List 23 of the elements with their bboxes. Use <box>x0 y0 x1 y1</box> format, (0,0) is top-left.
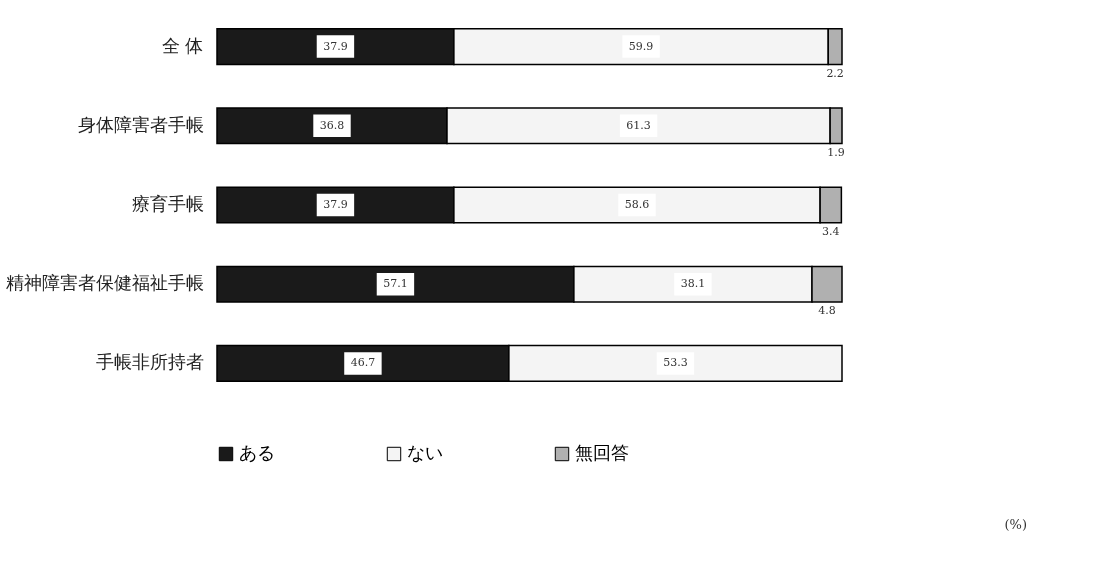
data-label: 53.3 <box>663 356 688 370</box>
y-tick-label: 身体障害者手帳 <box>77 113 204 135</box>
legend-label: ない <box>407 442 443 463</box>
legend-label: 無回答 <box>575 442 629 463</box>
data-label: 59.9 <box>628 39 654 53</box>
data-label: 36.8 <box>319 118 345 132</box>
y-tick-label: 療育手帳 <box>131 193 204 214</box>
y-tick-label: 精神障害者保健福祉手帳 <box>5 272 204 294</box>
data-label: 57.1 <box>383 277 408 291</box>
data-label: 38.1 <box>680 277 706 291</box>
data-label: 58.6 <box>624 198 650 211</box>
legend-label: ある <box>239 442 275 463</box>
data-label: 37.9 <box>323 39 348 53</box>
data-label: 46.7 <box>350 356 376 370</box>
data-label: 4.8 <box>818 304 836 318</box>
y-tick-label: 全 体 <box>161 34 204 56</box>
y-tick-label: 手帳非所持者 <box>95 351 204 373</box>
data-label: 37.9 <box>323 198 348 211</box>
text: (%) <box>1004 517 1027 532</box>
data-label: 3.4 <box>822 225 840 238</box>
data-label: 1.9 <box>827 145 845 159</box>
data-label: 2.2 <box>826 66 844 80</box>
data-label: 61.3 <box>626 118 651 132</box>
